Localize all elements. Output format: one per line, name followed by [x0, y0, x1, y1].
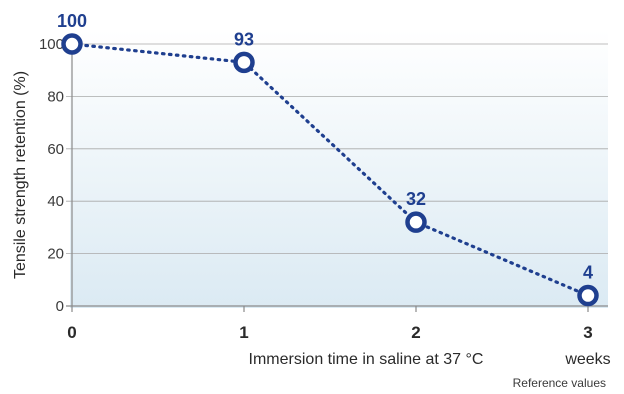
data-label: 93	[234, 29, 254, 49]
y-tick-label: 40	[47, 193, 64, 210]
data-point	[61, 33, 83, 55]
data-label: 100	[57, 11, 87, 31]
x-tick-label: 3	[583, 323, 592, 342]
data-label: 32	[406, 189, 426, 209]
data-label: 4	[583, 263, 593, 283]
x-tick-label: 0	[67, 323, 76, 342]
y-axis-label: Tensile strength retention (%)	[12, 71, 29, 279]
gridlines	[66, 40, 608, 307]
x-unit-label: weeks	[564, 351, 610, 368]
y-tick-labels: 0 20 40 60 80 100	[39, 36, 64, 315]
data-point	[577, 284, 599, 307]
x-tick-label: 2	[411, 323, 420, 342]
data-point	[405, 211, 427, 233]
plot-area	[70, 30, 608, 308]
y-tick-label: 20	[47, 246, 64, 263]
series-line	[70, 42, 590, 298]
data-points	[61, 33, 599, 307]
x-tick-labels: 0 1 2 3	[67, 306, 593, 342]
x-tick-label: 1	[239, 323, 248, 342]
data-labels: 100 93 32 4	[57, 11, 593, 283]
reference-note: Reference values	[513, 376, 606, 390]
x-axis-label: Immersion time in saline at 37 °C	[249, 351, 484, 368]
y-tick-label: 0	[56, 298, 64, 315]
y-tick-label: 60	[47, 141, 64, 158]
y-tick-label: 100	[39, 36, 64, 53]
y-tick-label: 80	[47, 88, 64, 105]
data-point	[233, 51, 255, 74]
